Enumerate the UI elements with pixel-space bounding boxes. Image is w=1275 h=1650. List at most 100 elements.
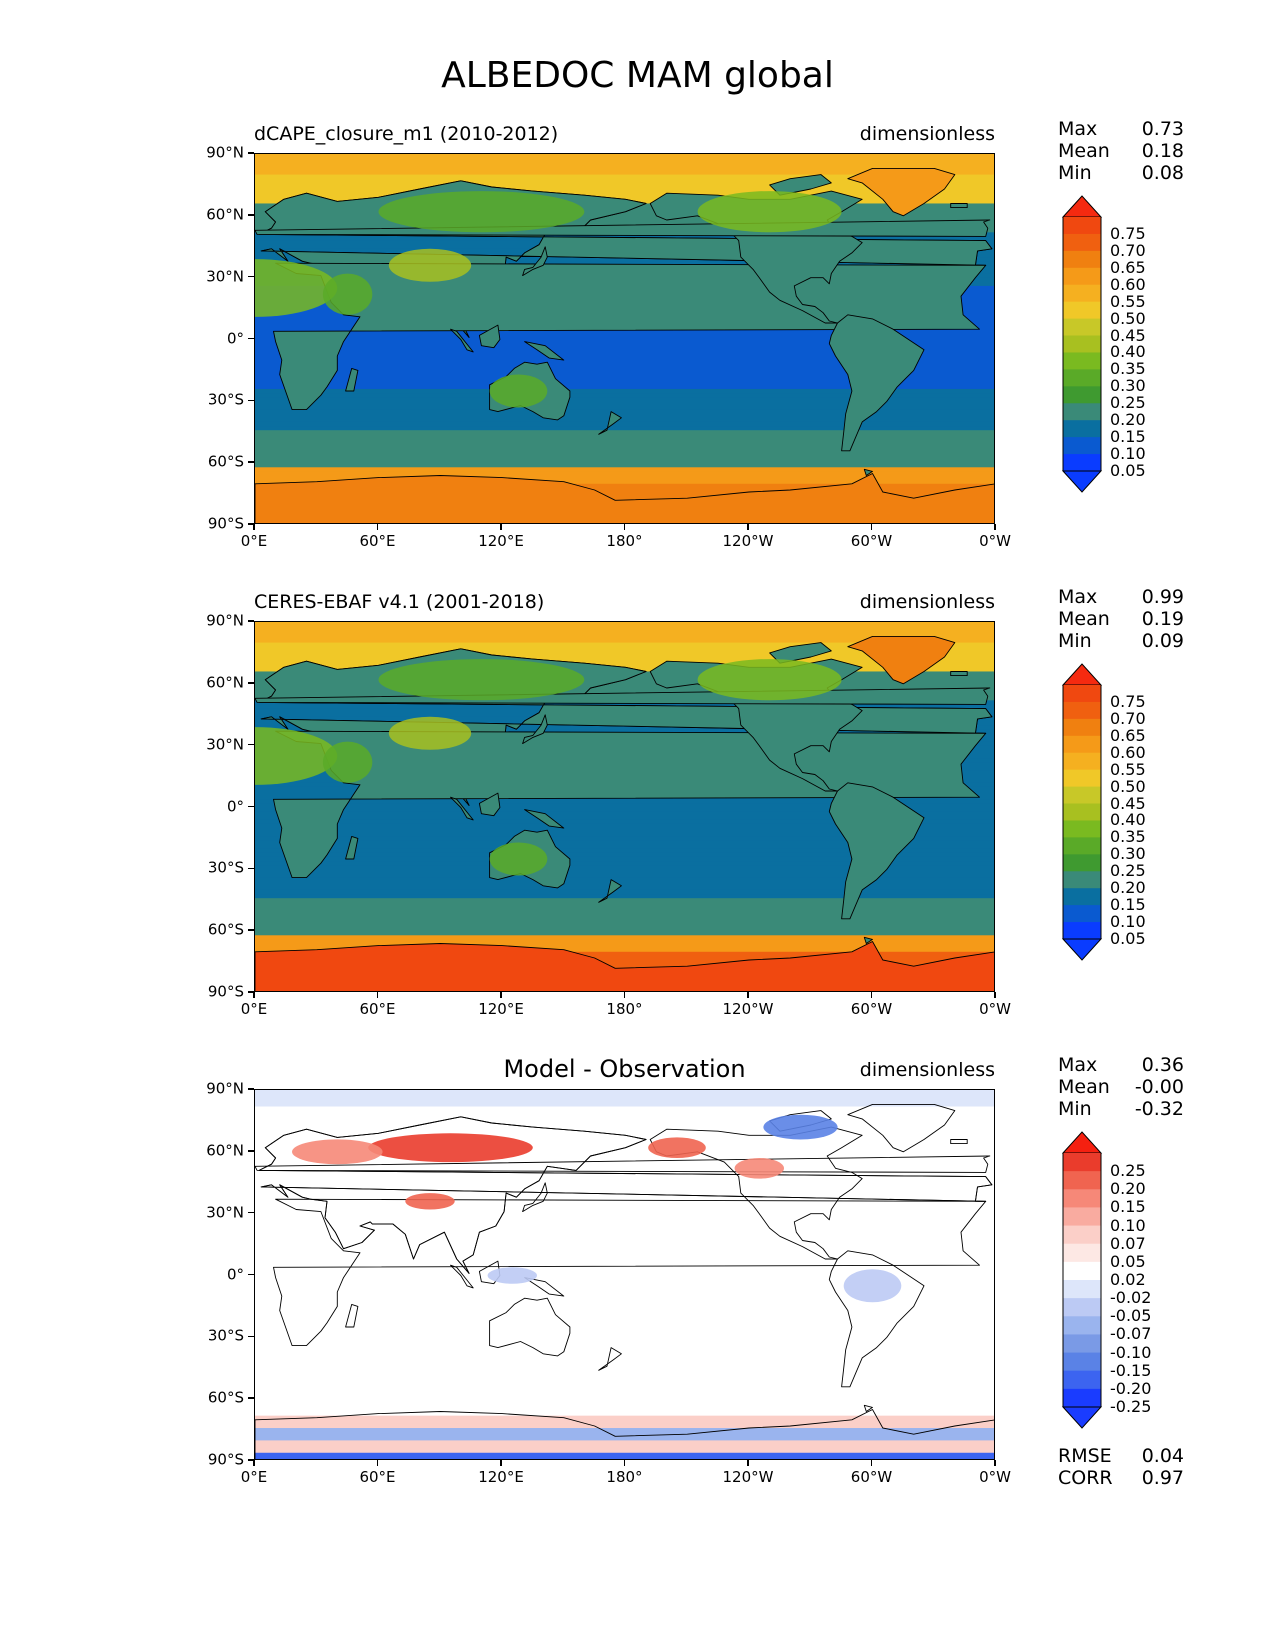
field-band [255,873,994,879]
lat-tick-label: 60°S [207,452,244,471]
field-band [255,1349,994,1355]
colorbar-extend-max [1061,663,1103,686]
canada-feature [697,659,842,701]
field-band [255,1147,994,1153]
lon-tick-label: 0°W [979,532,1011,550]
field-band [255,626,994,631]
field-band [255,1390,994,1396]
colorbar-tick-label: 0.65 [1110,257,1146,277]
field-band [255,471,994,477]
field-band [255,687,994,693]
lat-tick-label: 60°N [206,205,244,224]
colorbar-tick-label: 0.25 [1110,393,1146,413]
field-band [255,1094,994,1099]
field-band [255,438,994,444]
field-band [255,1411,994,1417]
colorbar-bin [1063,1207,1101,1227]
field-band [255,1452,994,1458]
stat-min-label: Min [1058,162,1092,184]
coastline-nz_antarctic [863,468,873,476]
colorbar-graphic [1061,663,1103,961]
field-band [255,174,994,180]
sahara-feature [255,727,338,785]
field-band [255,1246,994,1252]
lat-tick-mark [248,523,254,525]
lat-tick-label: 0° [226,329,244,347]
tibet-feature [388,248,472,282]
field-band [255,442,994,448]
colorbar-tick-label: 0.60 [1110,742,1146,762]
colorbar-tick-label: 0.45 [1110,793,1146,813]
field-band [255,885,994,891]
lat-tick-label: 90°N [206,143,244,162]
coastline-samerica [828,782,925,920]
field-band [255,1131,994,1136]
lon-tick-mark [253,1460,255,1466]
lat-tick-label: 30°N [206,1203,244,1222]
metric-corr-label: CORR [1058,1467,1113,1489]
field-band [255,848,994,854]
field-band [255,650,994,656]
field-band [255,683,994,689]
map-field [255,622,994,991]
coastline-samerica [828,1250,925,1388]
central-australia-feature [489,374,548,408]
lon-tick-label: 60°W [850,532,893,550]
positive-anomaly-europe [292,1139,383,1165]
colorbar-bin [1063,267,1101,286]
lon-tick-label: 60°E [359,532,396,550]
field-band [255,351,994,357]
field-band [255,1135,994,1141]
field-band [255,947,994,953]
colorbar-bin [1063,437,1101,455]
arabia-feature [322,741,373,783]
field-band [255,1362,994,1367]
lat-tick-label: 90°N [206,1079,244,1098]
colorbar-tick-label: -0.10 [1110,1342,1152,1362]
coastline-greenland [847,167,956,217]
field-band [255,1151,994,1157]
lon-tick-mark [994,992,996,998]
field-band [255,1407,994,1413]
colorbar-bin [1063,369,1101,387]
field-band [255,852,994,858]
field-band [255,1176,994,1182]
field-band [255,215,994,221]
field-band [255,914,994,920]
field-band [255,642,994,648]
coastline-samerica [828,314,925,452]
colorbar-bin [1063,854,1101,872]
field-band [255,1386,994,1392]
field-band [255,638,994,644]
coastline-japan [522,246,548,277]
colorbar-tick-label: 0.65 [1110,725,1146,745]
field-band [255,902,994,908]
lon-tick-mark [500,992,502,998]
map-plot [254,1089,995,1460]
field-band [255,679,994,685]
colorbar-bin [1063,685,1101,703]
field-band [255,1168,994,1174]
field-band [255,630,994,635]
field-band [255,1238,994,1244]
colorbar-bin [1063,701,1101,720]
lat-tick-mark [248,1211,254,1214]
lon-tick-mark [623,1460,626,1466]
colorbar-tick-label: 0.50 [1110,776,1146,796]
colorbar-tick-label: 0.10 [1110,1215,1146,1235]
field-band [255,170,994,176]
lat-tick-mark [248,1397,254,1399]
colorbar-tick-label: 0.30 [1110,844,1146,864]
colorbar-bin [1063,888,1101,906]
lat-tick-label: 90°S [207,1450,244,1469]
panel-title: Model - Observation [503,1055,746,1083]
coastline-namerica [649,1126,863,1260]
field-band [255,939,994,945]
field-band [255,1226,994,1231]
field-band [255,1098,994,1103]
field-band [255,1333,994,1338]
coastline-newzealand [598,879,622,903]
field-band [255,803,994,809]
field-band [255,261,994,266]
lon-tick-mark [376,1460,379,1466]
